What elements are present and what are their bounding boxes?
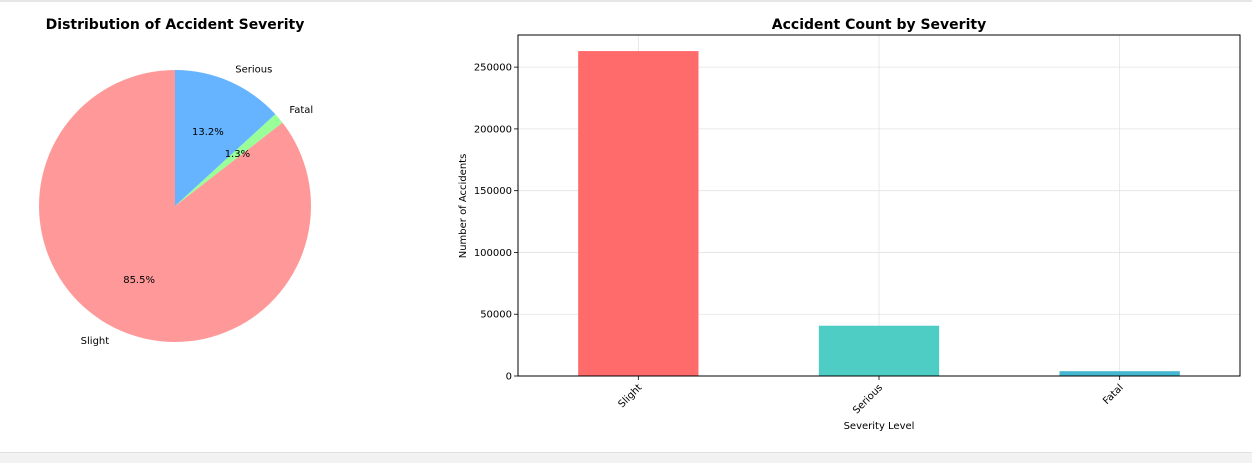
- bar-chart: Accident Count by Severity 0 50000 100000 1…: [458, 17, 1241, 432]
- bar-title: Accident Count by Severity: [772, 17, 986, 33]
- bar-fatal: [1059, 371, 1180, 376]
- pie-labels: Slight 85.5% Fatal 1.3% Serious 13.2%: [81, 65, 314, 347]
- pie-chart: Distribution of Accident Severity Slight…: [39, 17, 313, 347]
- pie-pct-slight: 85.5%: [123, 275, 155, 286]
- bar-serious: [818, 325, 940, 376]
- x-tick-label-fatal: Fatal: [1101, 382, 1126, 407]
- bar-slight: [578, 51, 699, 377]
- pie-slice-serious: [175, 70, 276, 206]
- y-tick-label: 150000: [474, 186, 512, 197]
- pie-label-fatal: Fatal: [289, 105, 313, 116]
- y-tick-label: 50000: [480, 310, 512, 321]
- x-axis-ticks: Slight Serious Fatal: [617, 376, 1126, 416]
- pie-title: Distribution of Accident Severity: [46, 17, 305, 33]
- x-tick-label-slight: Slight: [617, 382, 645, 410]
- top-border: [0, 0, 1252, 2]
- pie-label-serious: Serious: [235, 65, 272, 76]
- x-tick-label-serious: Serious: [851, 382, 885, 416]
- pie-slices: [39, 70, 312, 342]
- y-tick-label: 100000: [474, 248, 512, 259]
- y-tick-label: 250000: [474, 63, 512, 74]
- pie-slice-slight: [39, 70, 312, 342]
- pie-slice-fatal: [175, 114, 283, 206]
- pie-pct-fatal: 1.3%: [225, 149, 250, 160]
- y-tick-label: 0: [506, 372, 512, 383]
- pie-label-slight: Slight: [81, 336, 110, 347]
- pie-pct-serious: 13.2%: [192, 127, 224, 138]
- y-tick-label: 200000: [474, 124, 512, 135]
- y-axis-label: Number of Accidents: [458, 154, 469, 259]
- bar-bars: [578, 51, 1180, 377]
- bottom-scroll-strip: [0, 452, 1252, 463]
- y-axis-ticks: 0 50000 100000 150000 200000 250000: [474, 63, 518, 383]
- x-axis-label: Severity Level: [844, 421, 915, 432]
